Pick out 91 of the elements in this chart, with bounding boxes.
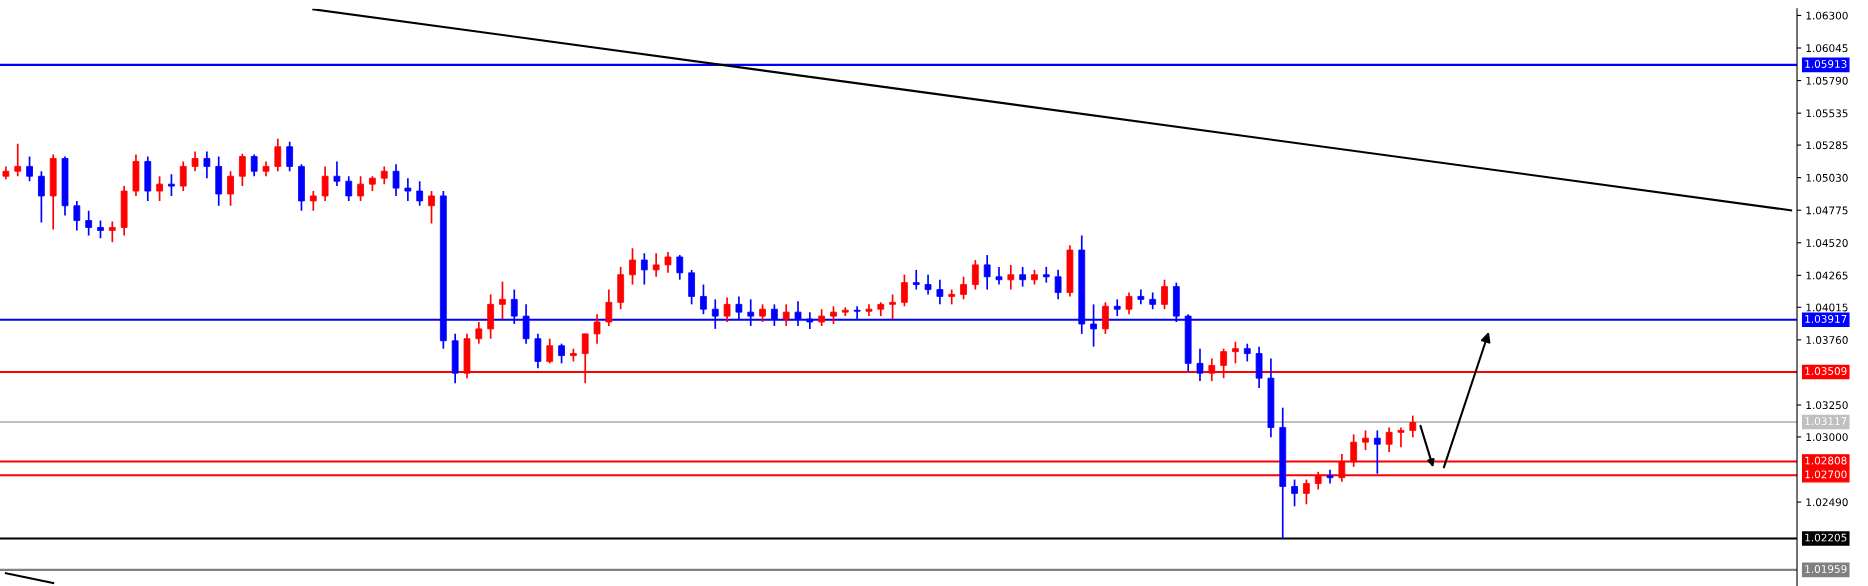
y-tick-label: 1.02490 bbox=[1806, 498, 1848, 507]
ref-line-label: 1.05913 bbox=[1805, 60, 1847, 68]
candlestick bbox=[404, 177, 412, 202]
candlestick bbox=[1373, 429, 1381, 475]
candlestick bbox=[1161, 278, 1168, 311]
candlestick bbox=[1397, 426, 1405, 448]
candlestick bbox=[1007, 264, 1015, 291]
candlestick bbox=[357, 175, 364, 202]
candlestick bbox=[688, 269, 695, 306]
candlestick bbox=[546, 337, 554, 365]
candlestick bbox=[889, 293, 896, 320]
y-tick-label: 1.03000 bbox=[1806, 433, 1848, 442]
candlestick bbox=[1362, 429, 1369, 451]
candlestick bbox=[1054, 269, 1062, 301]
candlestick bbox=[629, 247, 636, 286]
candlestick bbox=[971, 259, 979, 291]
candlestick bbox=[428, 190, 435, 225]
candlestick bbox=[901, 273, 908, 308]
candlestick bbox=[227, 170, 234, 207]
candlestick bbox=[924, 273, 932, 296]
candlestick bbox=[1102, 301, 1109, 335]
y-tick-label: 1.05535 bbox=[1806, 109, 1848, 118]
y-tick-label: 1.05790 bbox=[1806, 76, 1848, 85]
candlestick bbox=[333, 160, 341, 187]
candlestick bbox=[392, 163, 400, 197]
candlestick bbox=[936, 278, 944, 306]
candlestick bbox=[475, 321, 483, 345]
candlestick bbox=[1409, 414, 1417, 439]
candlestick bbox=[640, 252, 648, 286]
candlestick bbox=[983, 254, 991, 291]
candlestick bbox=[1232, 340, 1239, 365]
candlestick bbox=[38, 170, 45, 224]
candlestick bbox=[700, 283, 707, 316]
candlestick bbox=[416, 180, 424, 207]
y-tick-label: 1.04775 bbox=[1806, 206, 1848, 215]
candlestick bbox=[156, 175, 163, 202]
candlestick bbox=[664, 251, 672, 274]
candlestick bbox=[1125, 291, 1133, 316]
candlestick bbox=[309, 190, 317, 212]
ref-line-label: 1.01959 bbox=[1805, 565, 1847, 573]
ref-line-label: 1.02700 bbox=[1805, 470, 1847, 479]
y-tick-label: 1.05030 bbox=[1806, 173, 1848, 182]
y-tick-label: 1.05285 bbox=[1806, 141, 1848, 150]
candlestick bbox=[321, 165, 329, 202]
candlestick bbox=[203, 150, 211, 179]
candlestick bbox=[499, 280, 506, 320]
candlestick bbox=[1019, 266, 1027, 288]
candlestick bbox=[85, 209, 93, 237]
candlestick bbox=[676, 254, 684, 281]
candlestick bbox=[238, 152, 246, 187]
ref-line-label: 1.02205 bbox=[1805, 533, 1847, 542]
candlestick bbox=[723, 296, 731, 323]
y-tick-label: 1.06045 bbox=[1806, 44, 1848, 53]
candlestick bbox=[652, 252, 660, 278]
candlestick bbox=[168, 173, 175, 197]
candlestick bbox=[782, 303, 790, 327]
candlestick bbox=[1042, 266, 1050, 284]
candlestick bbox=[250, 153, 258, 178]
candlestick bbox=[605, 288, 613, 327]
candlestick bbox=[593, 313, 601, 345]
candlestick bbox=[1291, 478, 1298, 508]
candlestick bbox=[1196, 347, 1204, 382]
candlestick bbox=[534, 333, 542, 370]
y-tick-label: 1.06300 bbox=[1806, 11, 1848, 20]
ref-line-label: 1.03117 bbox=[1805, 417, 1847, 426]
candlestick bbox=[912, 269, 920, 291]
ref-line-label: 1.02808 bbox=[1805, 456, 1847, 465]
candlestick bbox=[73, 200, 81, 232]
candlestick bbox=[26, 155, 33, 183]
candlestick bbox=[1113, 298, 1121, 317]
candlestick bbox=[108, 220, 116, 244]
y-tick-label: 1.03250 bbox=[1806, 401, 1848, 410]
candlestick bbox=[960, 275, 967, 301]
candlestick bbox=[558, 342, 565, 365]
y-tick-label: 1.04015 bbox=[1806, 303, 1848, 312]
candlestick bbox=[274, 137, 282, 173]
y-tick-label: 1.03760 bbox=[1806, 336, 1848, 344]
candlestick bbox=[865, 303, 873, 317]
y-tick-label: 1.04520 bbox=[1806, 239, 1848, 247]
candlestick bbox=[179, 160, 187, 192]
candlestick bbox=[14, 142, 22, 178]
candlestick bbox=[1303, 478, 1310, 506]
y-tick-label: 1.04265 bbox=[1806, 271, 1848, 280]
candlestick bbox=[995, 266, 1003, 286]
ref-line-label: 1.03917 bbox=[1805, 314, 1847, 323]
candlestick bbox=[345, 175, 353, 202]
candlestick bbox=[191, 150, 199, 173]
candlestick bbox=[1326, 468, 1334, 485]
ref-line-label: 1.03509 bbox=[1805, 367, 1847, 375]
candlestick bbox=[286, 140, 294, 173]
candlestick bbox=[1385, 426, 1393, 453]
